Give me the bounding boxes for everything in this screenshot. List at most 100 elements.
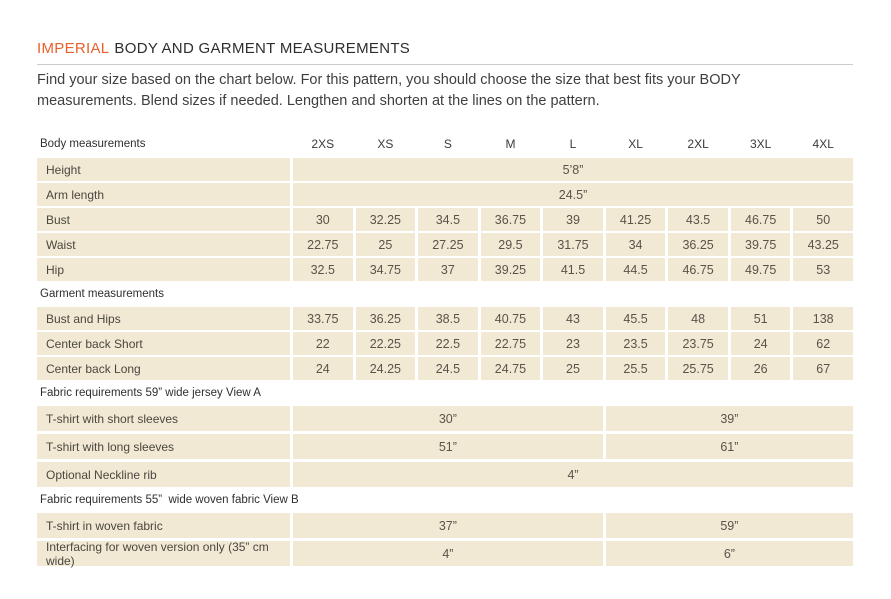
row-label: Bust <box>37 208 290 231</box>
size-value-cell: 24.25 <box>355 357 416 380</box>
size-value-cell: 44.5 <box>605 258 666 281</box>
size-value-cell: 25 <box>543 357 603 380</box>
table-row-tshirt-short-sleeves: T-shirt with short sleeves 30” 39” <box>37 406 853 431</box>
merged-value-cell-right: 39” <box>605 406 853 431</box>
size-value-cell: 45.5 <box>605 307 666 330</box>
size-column-header: M <box>505 137 516 151</box>
table-row-center-back-short: Center back Short 22 22.25 22.5 22.75 23 23.5… <box>37 332 853 355</box>
size-value-cell: 43.25 <box>793 233 853 256</box>
page-title: IMPERIAL BODY AND GARMENT MEASUREMENTS <box>37 40 853 65</box>
row-label: Hip <box>37 258 290 281</box>
size-value-cell: 49.75 <box>730 258 791 281</box>
section-label-garment-measurements: Garment measurements <box>40 288 164 300</box>
intro-text-line-2: measurements. Blend sizes if needed. Len… <box>37 93 600 109</box>
size-value-cell: 62 <box>793 332 853 355</box>
size-value-cell: 36.25 <box>668 233 728 256</box>
row-label: T-shirt in woven fabric <box>37 513 290 538</box>
size-value-cell: 41.25 <box>605 208 666 231</box>
table-row-bust-and-hips: Bust and Hips 33.75 36.25 38.5 40.75 43 45.5 4… <box>37 307 853 330</box>
size-value-cell: 46.75 <box>730 208 791 231</box>
size-value-cell: 23.75 <box>668 332 728 355</box>
size-value-cell: 36.25 <box>355 307 416 330</box>
size-value-cell: 43 <box>543 307 603 330</box>
size-value-cell: 25.75 <box>668 357 728 380</box>
table-row-arm-length: Arm length 24.5” <box>37 183 853 206</box>
column-header-body-measurements: Body measurements <box>40 138 146 150</box>
size-value-cell: 53 <box>793 258 853 281</box>
size-value-cell: 29.5 <box>480 233 541 256</box>
row-label: T-shirt with long sleeves <box>37 434 290 459</box>
table-row-hip: Hip 32.5 34.75 37 39.25 41.5 44.5 46.75 49.75 53 <box>37 258 853 281</box>
size-value-cell: 26 <box>730 357 791 380</box>
row-label: Interfacing for woven version only (35” … <box>37 540 290 568</box>
merged-value-cell-left: 30” <box>293 406 603 431</box>
merged-value-cell-left: 51” <box>293 434 603 459</box>
size-value-cell: 32.25 <box>355 208 416 231</box>
table-row-interfacing: Interfacing for woven version only (35” … <box>37 540 853 568</box>
size-chart-table: Body measurements 2XS XS S M L XL 2XL 3XL 4XL He… <box>37 136 853 568</box>
size-value-cell: 67 <box>793 357 853 380</box>
size-column-header: L <box>569 137 577 151</box>
section-label-fabric-jersey-view-a: Fabric requirements 59” wide jersey View… <box>40 387 261 399</box>
size-column-header: 3XL <box>749 137 772 151</box>
intro-text-line-1: Find your size based on the chart below.… <box>37 72 741 88</box>
title-text: BODY AND GARMENT MEASUREMENTS <box>114 40 411 57</box>
size-column-header: XS <box>377 137 394 151</box>
size-value-cell: 24.75 <box>480 357 541 380</box>
size-value-cell: 39.25 <box>480 258 541 281</box>
table-row-tshirt-long-sleeves: T-shirt with long sleeves 51” 61” <box>37 434 853 459</box>
size-value-cell: 34 <box>605 233 666 256</box>
page: IMPERIAL BODY AND GARMENT MEASUREMENTS Fi… <box>37 40 853 568</box>
row-label: Center back Short <box>37 332 290 355</box>
size-value-cell: 24.5 <box>418 357 478 380</box>
merged-value-cell: 24.5” <box>293 183 853 206</box>
row-label: Bust and Hips <box>37 307 290 330</box>
size-value-cell: 138 <box>793 307 853 330</box>
row-label: Waist <box>37 233 290 256</box>
section-label-fabric-woven-view-b: Fabric requirements 55” wide woven fabri… <box>40 494 299 506</box>
size-value-cell: 30 <box>293 208 353 231</box>
merged-value-cell: 5’8” <box>293 158 853 181</box>
size-value-cell: 24 <box>293 357 353 380</box>
merged-value-cell-left: 4” <box>293 541 603 566</box>
size-value-cell: 22.75 <box>293 233 353 256</box>
table-row-height: Height 5’8” <box>37 158 853 181</box>
table-row-bust: Bust 30 32.25 34.5 36.75 39 41.25 43.5 46.75 50 <box>37 208 853 231</box>
size-value-cell: 39 <box>543 208 603 231</box>
size-value-cell: 46.75 <box>668 258 728 281</box>
size-value-cell: 41.5 <box>543 258 603 281</box>
size-value-cell: 50 <box>793 208 853 231</box>
size-value-cell: 22.75 <box>480 332 541 355</box>
row-label: T-shirt with short sleeves <box>37 406 290 431</box>
brand-name: IMPERIAL <box>37 40 110 57</box>
row-label: Optional Neckline rib <box>37 462 290 487</box>
size-column-header: 2XS <box>311 137 335 151</box>
size-column-header: 4XL <box>812 137 834 151</box>
size-value-cell: 37 <box>418 258 478 281</box>
size-value-cell: 38.5 <box>418 307 478 330</box>
size-value-cell: 23.5 <box>605 332 666 355</box>
size-column-header: 2XL <box>687 137 709 151</box>
size-value-cell: 48 <box>668 307 728 330</box>
size-value-cell: 22.5 <box>418 332 478 355</box>
size-value-cell: 32.5 <box>293 258 353 281</box>
size-column-header: XL <box>628 137 643 151</box>
size-value-cell: 25.5 <box>605 357 666 380</box>
row-label: Center back Long <box>37 357 290 380</box>
size-value-cell: 22 <box>293 332 353 355</box>
size-value-cell: 22.25 <box>355 332 416 355</box>
size-value-cell: 36.75 <box>480 208 541 231</box>
table-row-center-back-long: Center back Long 24 24.25 24.5 24.75 25 25.5 2… <box>37 357 853 380</box>
merged-value-cell-right: 59” <box>605 513 853 538</box>
size-value-cell: 23 <box>543 332 603 355</box>
size-value-cell: 25 <box>355 233 416 256</box>
size-value-cell: 34.75 <box>355 258 416 281</box>
row-label: Arm length <box>37 183 290 206</box>
table-row-neckline-rib: Optional Neckline rib 4” <box>37 462 853 487</box>
table-header-row: Body measurements 2XS XS S M L XL 2XL 3XL 4XL <box>37 136 853 152</box>
size-value-cell: 51 <box>730 307 791 330</box>
size-value-cell: 39.75 <box>730 233 791 256</box>
size-value-cell: 24 <box>730 332 791 355</box>
size-value-cell: 33.75 <box>293 307 353 330</box>
size-value-cell: 31.75 <box>543 233 603 256</box>
